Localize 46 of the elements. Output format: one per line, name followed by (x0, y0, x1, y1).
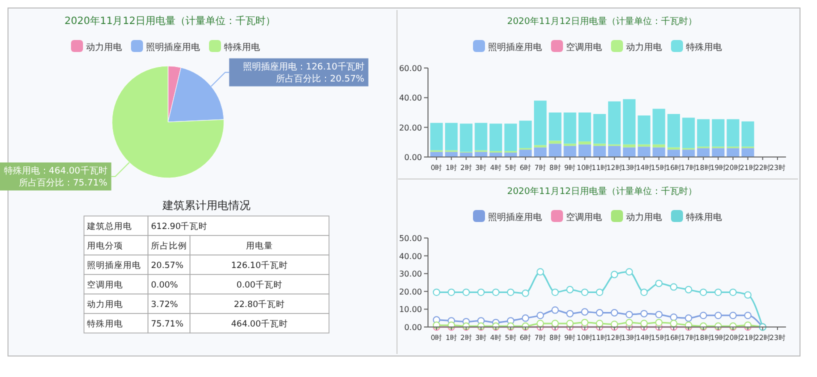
text: 照明插座用电 (87, 260, 141, 271)
y-tick-label: 40.00 (399, 94, 422, 103)
text: 3.72% (151, 300, 178, 310)
data-label: 照明插座用电：126.10千瓦时 (242, 61, 364, 72)
legend-label: 特殊用电 (224, 42, 260, 53)
legend-label: 特殊用电 (686, 42, 722, 53)
legend-label: 空调用电 (566, 42, 602, 53)
y-tick-label: 0.00 (404, 153, 422, 162)
text: 建筑总用电 (86, 221, 132, 232)
legend-label: 动力用电 (626, 212, 662, 223)
legend-label: 照明插座用电 (146, 42, 200, 53)
y-tick-label: 10.00 (399, 305, 422, 314)
data-label: 特殊用电：464.00千瓦时 (4, 165, 108, 176)
y-tick-label: 20.00 (399, 287, 422, 296)
text: 75.71% (151, 320, 184, 330)
legend-label: 特殊用电 (686, 212, 722, 223)
legend-label: 照明插座用电 (488, 212, 542, 223)
text: 22.80千瓦时 (234, 299, 286, 310)
legend-label: 照明插座用电 (488, 42, 542, 53)
y-tick-label: 30.00 (399, 270, 422, 279)
text: 612.90千瓦时 (151, 221, 208, 232)
text: 所占百分比：20.57% (276, 73, 365, 84)
chart-title: 2020年11月12日用电量（计量单位：千瓦时） (507, 186, 697, 197)
legend-label: 动力用电 (86, 42, 122, 53)
chart-title: 2020年11月12日用电量（计量单位：千瓦时） (64, 15, 276, 27)
text: 所占百分比：75.71% (18, 177, 108, 188)
y-tick-label: 50.00 (399, 234, 422, 243)
y-tick-label: 20.00 (399, 123, 422, 132)
text: 464.00千瓦时 (231, 318, 288, 330)
text: 所占比例 (151, 240, 187, 252)
text: 特殊用电 (87, 318, 123, 330)
text: 建筑累计用电情况 (162, 199, 250, 212)
legend-label: 空调用电 (566, 212, 602, 223)
text: 0.00千瓦时 (236, 280, 282, 290)
text: 20.57% (151, 261, 184, 271)
y-tick-label: 60.00 (399, 64, 422, 73)
y-tick-label: 0.00 (404, 323, 422, 332)
text: 126.10千瓦时 (231, 260, 288, 271)
text: 动力用电 (87, 299, 123, 310)
text: 空调用电 (87, 280, 123, 290)
text: 用电分项 (87, 240, 123, 252)
text: 用电量 (246, 240, 273, 252)
y-tick-label: 40.00 (399, 252, 422, 261)
legend-label: 动力用电 (626, 42, 662, 53)
chart-title: 2020年11月12日用电量（计量单位：千瓦时） (507, 16, 697, 27)
text: 0.00% (151, 280, 178, 290)
